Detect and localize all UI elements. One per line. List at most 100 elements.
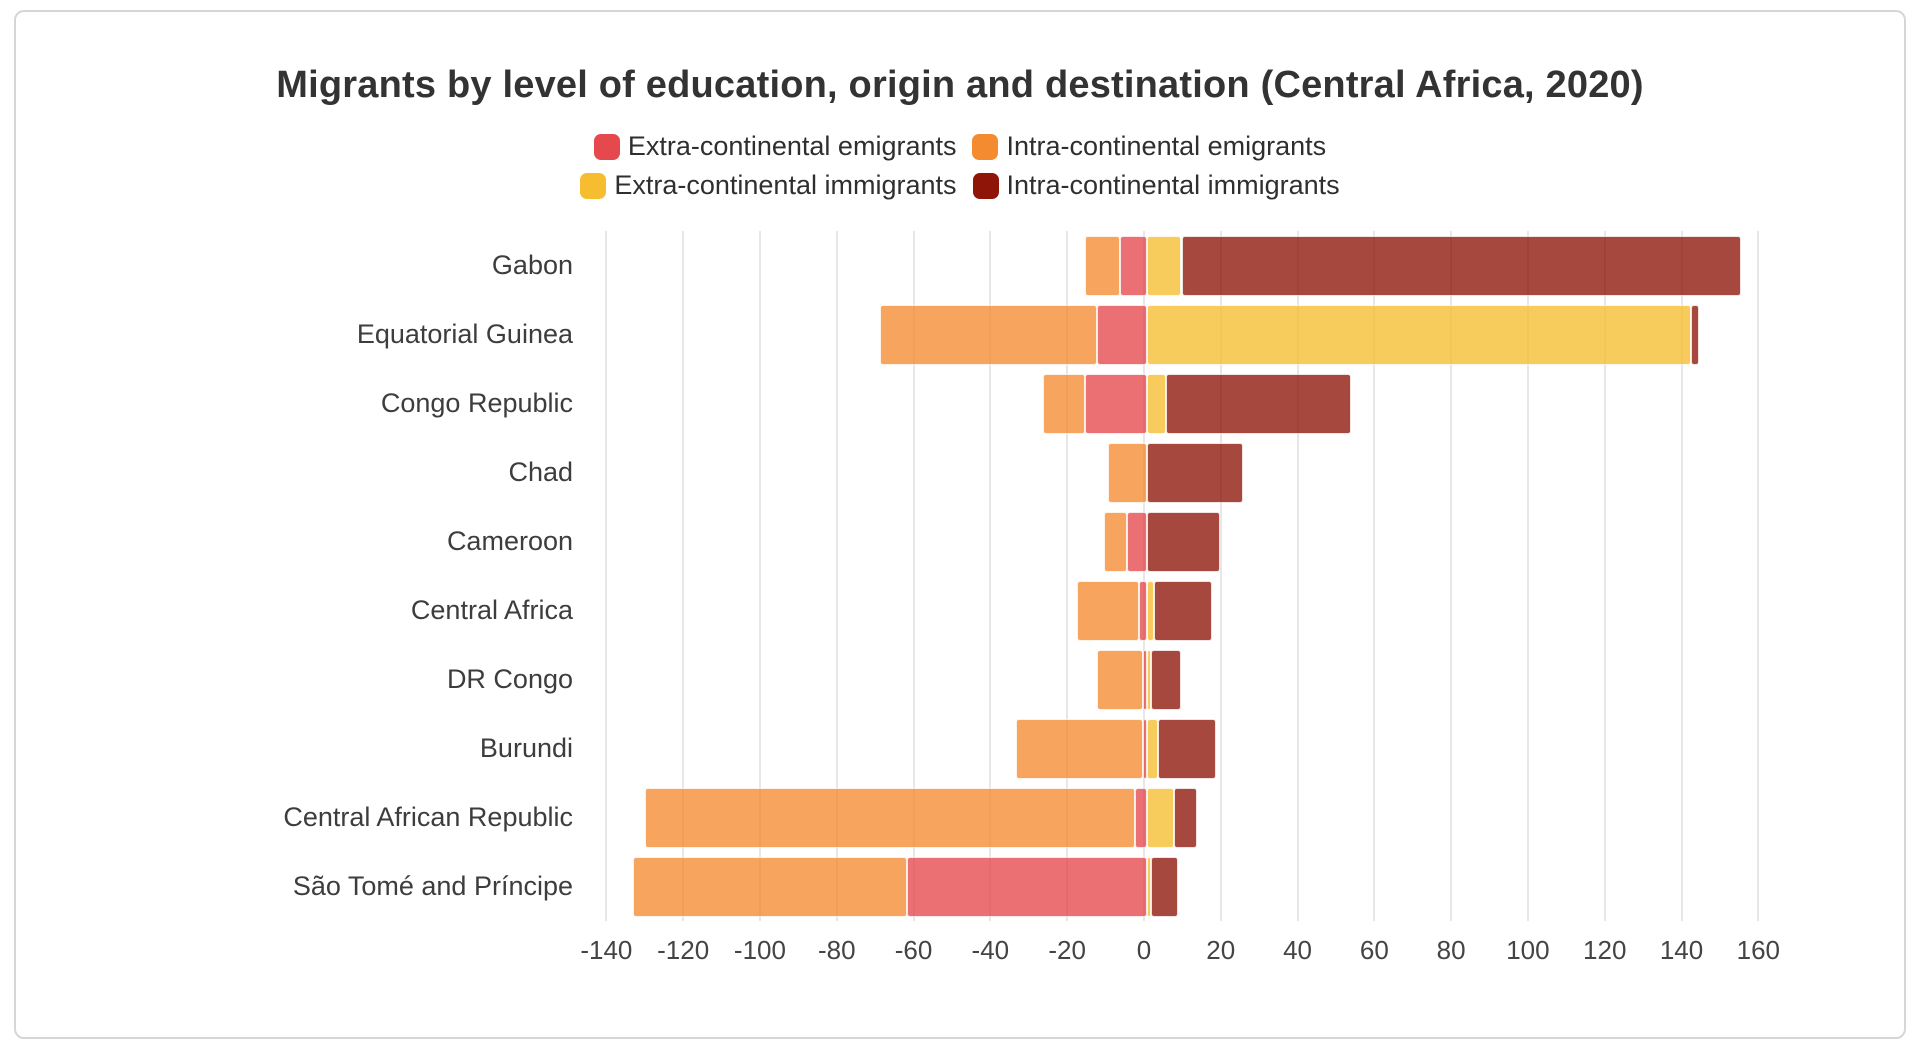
bar-segment: [1096, 649, 1143, 710]
x-tick-label: -140: [580, 935, 633, 965]
bar-track: [591, 718, 1772, 779]
x-tick-label: 40: [1283, 935, 1312, 965]
x-tick-label: 20: [1206, 935, 1236, 965]
gridlines: [591, 231, 1766, 921]
bar-segment: [1042, 373, 1085, 434]
bar-segment: [1139, 580, 1147, 641]
category-label: Gabon: [491, 250, 573, 280]
bar-segment: [1142, 649, 1147, 710]
bar-segment: [1146, 718, 1159, 779]
x-tick-label: 80: [1436, 935, 1466, 965]
legend-label: Intra-continental emigrants: [1006, 131, 1327, 161]
gridline: [682, 231, 685, 921]
bar-track: [591, 235, 1772, 296]
bar-segment: [1173, 787, 1197, 848]
bar-segment: [1146, 511, 1221, 572]
category-label: Central Africa: [410, 595, 573, 625]
x-tick-label: -120: [657, 935, 710, 965]
chart-body: Gabon Equatorial Guinea Congo Republic Chad…: [16, 231, 1780, 971]
bar-segment: [645, 787, 1136, 848]
bar-segment: [1085, 235, 1120, 296]
bar-segment: [1146, 649, 1151, 710]
gridline: [1066, 231, 1069, 921]
gridline: [605, 231, 608, 921]
bar-row: Gabon: [16, 231, 1772, 300]
legend-item-1[interactable]: Intra-continental emigrants: [972, 131, 1326, 162]
legend-label: Extra-continental emigrants: [627, 131, 957, 161]
bar-segment: [1127, 511, 1147, 572]
bar-segment: [1104, 511, 1128, 572]
bar-segment: [1108, 442, 1147, 503]
bar-segment: [1146, 304, 1691, 365]
bar-segment: [1146, 235, 1182, 296]
legend-swatch-icon: [593, 133, 620, 160]
bar-segment: [1146, 856, 1151, 917]
bar-row: Central African Republic: [16, 783, 1772, 852]
bar-track: [591, 511, 1772, 572]
legend-label: Intra-continental immigrants: [1006, 170, 1340, 200]
legend-swatch-icon: [972, 133, 999, 160]
bar-segment: [1135, 787, 1147, 848]
legend-item-3[interactable]: Intra-continental immigrants: [972, 170, 1340, 201]
legend-item-2[interactable]: Extra-continental immigrants: [580, 170, 957, 201]
legend-item-0[interactable]: Extra-continental emigrants: [593, 131, 957, 162]
category-label: Cameroon: [446, 526, 573, 556]
bar-segment: [1015, 718, 1143, 779]
bar-segment: [1146, 373, 1167, 434]
bar-segment: [880, 304, 1097, 365]
gridline: [1142, 231, 1145, 921]
bar-row: Central Africa: [16, 576, 1772, 645]
bar-segment: [1077, 580, 1140, 641]
gridline: [758, 231, 761, 921]
category-label: São Tomé and Príncipe: [292, 871, 573, 901]
chart-card: Migrants by level of education, origin a…: [14, 10, 1906, 1039]
legend-swatch-icon: [580, 172, 607, 199]
gridline: [1296, 231, 1299, 921]
bar-segment: [1085, 373, 1147, 434]
x-tick-label: 60: [1359, 935, 1389, 965]
bar-segment: [1096, 304, 1147, 365]
chart-rows: Gabon Equatorial Guinea Congo Republic Chad…: [16, 231, 1772, 921]
x-tick-label: -100: [733, 935, 786, 965]
x-tick-label: -20: [1048, 935, 1086, 965]
bar-row: Congo Republic: [16, 369, 1772, 438]
category-label: Congo Republic: [380, 388, 573, 418]
bar-segment: [1154, 580, 1213, 641]
bar-track: [591, 442, 1772, 503]
bar-track: [591, 649, 1772, 710]
bar-segment: [907, 856, 1147, 917]
category-label: Burundi: [479, 733, 573, 763]
x-tick-label: -80: [817, 935, 856, 965]
bar-segment: [1146, 787, 1174, 848]
bar-row: São Tomé and Príncipe: [16, 852, 1772, 921]
gridline: [912, 231, 915, 921]
gridline: [989, 231, 992, 921]
bar-segment: [1150, 649, 1182, 710]
bar-segment: [1166, 373, 1352, 434]
bar-track: [591, 856, 1772, 917]
legend: Extra-continental emigrants Intra-contine…: [510, 131, 1410, 201]
x-tick-label: 160: [1736, 935, 1781, 965]
bar-track: [591, 580, 1772, 641]
category-label: Central African Republic: [283, 802, 573, 832]
chart-title: Migrants by level of education, origin a…: [276, 64, 1644, 106]
bar-segment: [1142, 718, 1147, 779]
bar-segment: [1119, 235, 1147, 296]
bar-segment: [1158, 718, 1217, 779]
gridline: [1450, 231, 1453, 921]
bar-row: Cameroon: [16, 507, 1772, 576]
x-tick-label: 100: [1506, 935, 1550, 965]
bar-track: [591, 373, 1772, 434]
gridline: [1757, 231, 1760, 921]
bar-segment: [1150, 856, 1178, 917]
bar-segment: [1146, 442, 1244, 503]
gridline: [1526, 231, 1529, 921]
bar-segment: [1181, 235, 1742, 296]
bar-track: [591, 787, 1772, 848]
bar-row: Burundi: [16, 714, 1772, 783]
x-axis: -140 -120 -100 -80 -60 -40 -20 0 20 40 60 80 100 120 1…: [580, 921, 1780, 971]
bar-row: Equatorial Guinea: [16, 300, 1772, 369]
x-tick-label: -40: [971, 935, 1010, 965]
x-tick-label: 120: [1583, 935, 1627, 965]
gridline: [1603, 231, 1606, 921]
